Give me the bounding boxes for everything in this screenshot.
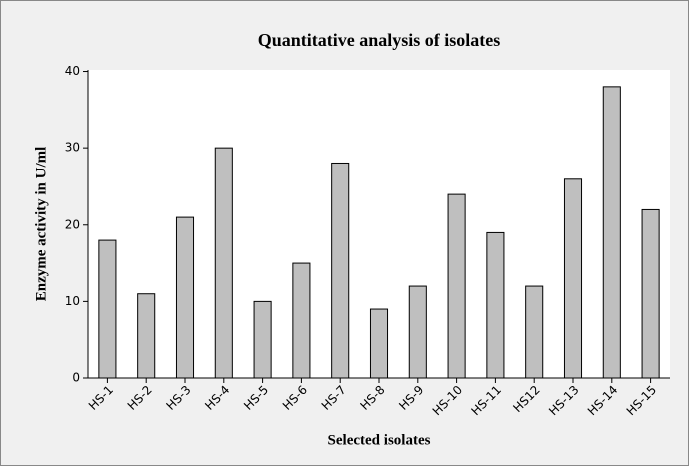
axes [87,70,670,379]
bar [486,231,505,379]
y-axis-title: Enzyme activity in U/ml [33,147,49,302]
x-axis-title: Selected isolates [328,432,431,448]
bar [175,216,195,379]
bar [331,162,350,379]
bar [292,262,311,379]
bar [641,208,660,379]
bar [525,285,544,379]
chart-title: Quantitative analysis of isolates [258,30,501,50]
bar [408,285,427,379]
y-tick-label: 10 [65,294,80,308]
y-tick-label: 20 [65,217,80,231]
y-tick-label: 40 [65,64,80,78]
y-tick-label: 30 [65,141,80,155]
bar [602,86,621,379]
bar [447,193,466,379]
bar [369,308,389,379]
y-tick-label: 0 [72,371,80,385]
bar [563,178,583,379]
bar [253,300,272,379]
bar [98,239,117,379]
bar [137,293,156,379]
bar [214,147,233,379]
